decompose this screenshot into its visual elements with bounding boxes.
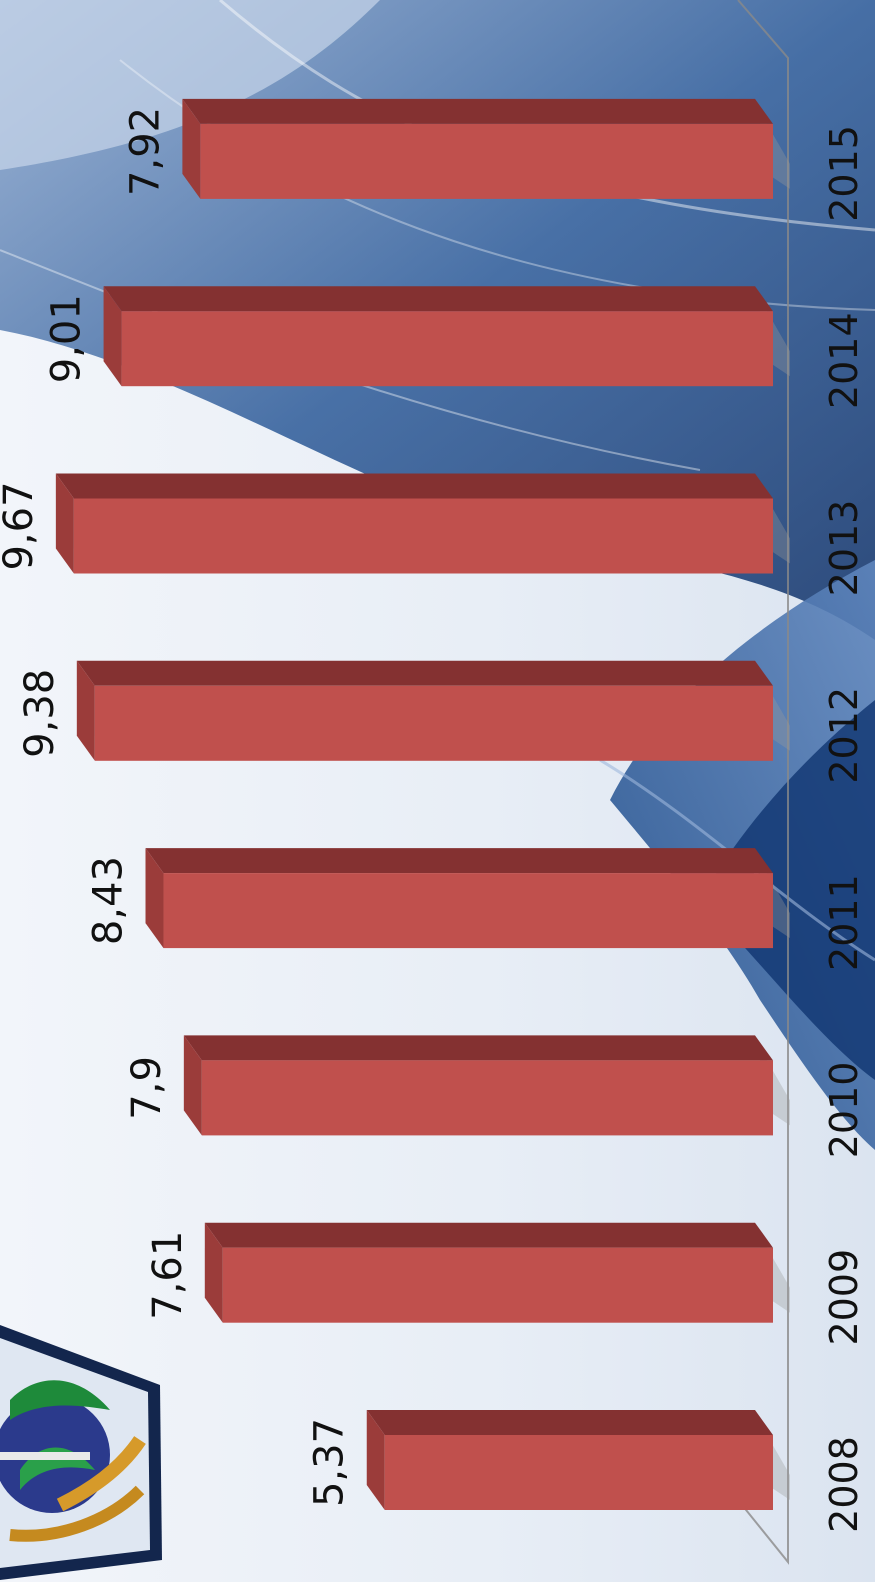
bar-front-face bbox=[163, 873, 774, 949]
bar-2009 bbox=[204, 1222, 773, 1323]
bar-2012 bbox=[76, 660, 774, 761]
bar-end-face bbox=[183, 1035, 202, 1136]
value-label-2012: 9,38 bbox=[17, 669, 63, 758]
bar-2008 bbox=[366, 1410, 773, 1510]
chart-floor bbox=[737, 0, 789, 1565]
bar-front-face bbox=[94, 685, 774, 761]
year-label-2015: 2015 bbox=[822, 125, 866, 222]
bar-top-face bbox=[145, 848, 774, 874]
bar-top-face bbox=[366, 1410, 773, 1435]
bar-end-face bbox=[204, 1222, 223, 1323]
bar-top-face bbox=[76, 660, 774, 686]
value-label-2014: 9,01 bbox=[44, 294, 90, 383]
value-label-2011: 8,43 bbox=[86, 856, 132, 945]
bar-2010 bbox=[183, 1035, 773, 1136]
value-label-2013: 9,67 bbox=[0, 481, 42, 570]
bar-end-face bbox=[55, 473, 74, 574]
bar-front-face bbox=[73, 498, 773, 574]
bar-2015 bbox=[182, 98, 773, 199]
bar-top-face bbox=[183, 1035, 773, 1061]
value-label-2015: 7,92 bbox=[122, 107, 168, 196]
year-labels-group: 2008 2009 2010 2011 2012 2013 2014 2015 bbox=[822, 125, 866, 1533]
bar-2014 bbox=[103, 286, 773, 387]
value-label-2010: 7,9 bbox=[124, 1056, 170, 1120]
value-labels-group: 5,37 7,61 7,9 8,43 9,38 9,67 9,01 7,92 bbox=[0, 107, 353, 1507]
value-label-2009: 7,61 bbox=[145, 1231, 191, 1320]
year-label-2011: 2011 bbox=[822, 874, 866, 971]
bar-top-face bbox=[103, 286, 773, 312]
bar-top-face bbox=[55, 473, 773, 499]
bar-front-face bbox=[384, 1435, 773, 1510]
bar-end-face bbox=[76, 660, 95, 761]
bar-front-face bbox=[222, 1247, 773, 1323]
bar-front-face bbox=[121, 311, 773, 387]
year-label-2012: 2012 bbox=[822, 687, 866, 784]
year-label-2009: 2009 bbox=[822, 1249, 866, 1346]
bars-group bbox=[55, 98, 774, 1510]
bar-2013 bbox=[55, 473, 773, 574]
value-label-2008: 5,37 bbox=[307, 1418, 353, 1507]
bar-2011 bbox=[145, 848, 774, 949]
year-label-2008: 2008 bbox=[822, 1436, 866, 1533]
bar-top-face bbox=[182, 98, 773, 124]
bar-front-face bbox=[200, 123, 773, 199]
year-label-2013: 2013 bbox=[822, 500, 866, 597]
bar-front-face bbox=[201, 1060, 773, 1136]
bar-end-face bbox=[145, 848, 164, 949]
year-label-2014: 2014 bbox=[822, 312, 866, 409]
year-label-2010: 2010 bbox=[822, 1062, 866, 1159]
bar-end-face bbox=[366, 1410, 385, 1510]
district-logo bbox=[0, 1325, 162, 1580]
bar-end-face bbox=[182, 98, 201, 199]
bar-end-face bbox=[103, 286, 122, 387]
bar-top-face bbox=[204, 1222, 773, 1248]
